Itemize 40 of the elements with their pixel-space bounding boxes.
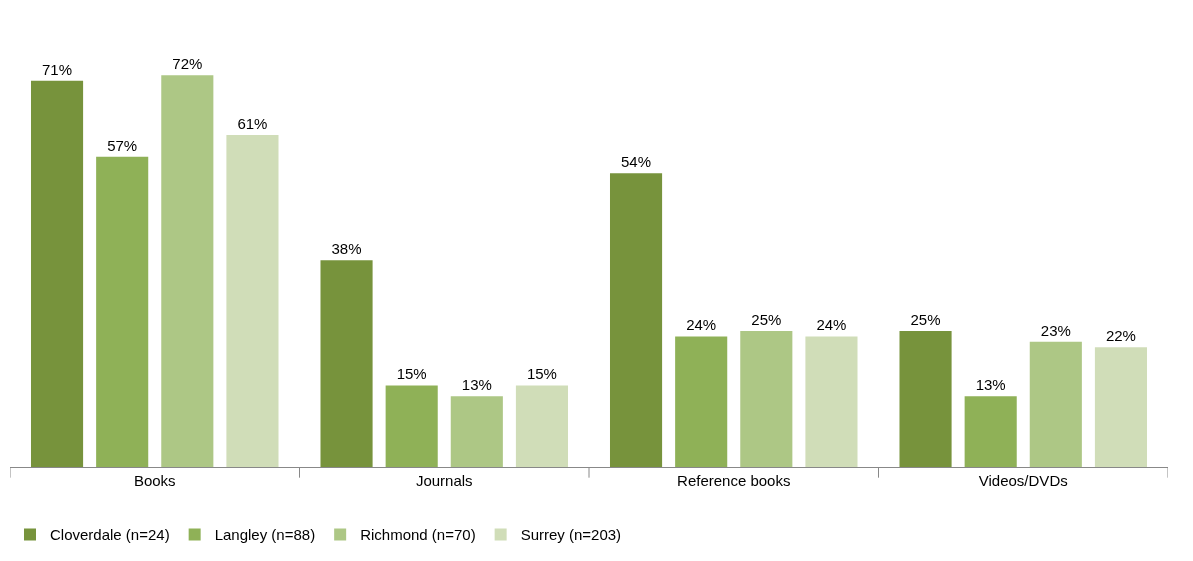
legend-label: Cloverdale (n=24) — [50, 526, 170, 544]
data-label: 15% — [526, 365, 557, 383]
data-label: 72% — [172, 55, 203, 73]
bar — [964, 396, 1017, 467]
x-tick-label: Reference books — [677, 472, 791, 489]
data-label: 22% — [1105, 327, 1136, 345]
data-label: 15% — [396, 365, 427, 383]
x-tick-label: Books — [133, 472, 176, 489]
bar — [1094, 347, 1148, 467]
bar — [161, 75, 214, 467]
bar — [805, 336, 858, 467]
data-label: 61% — [237, 115, 268, 133]
bar — [96, 156, 149, 467]
legend-label: Langley (n=88) — [214, 526, 316, 544]
bar — [385, 385, 438, 467]
data-label: 57% — [107, 136, 138, 154]
x-tick-label: Videos/DVDs — [978, 472, 1068, 489]
data-label: 54% — [621, 153, 652, 171]
bar — [515, 385, 569, 467]
data-label: 25% — [910, 310, 941, 328]
bar — [740, 330, 793, 467]
bar — [1029, 341, 1082, 467]
bar — [226, 135, 279, 467]
bar — [30, 80, 84, 467]
data-label: 38% — [331, 240, 362, 258]
bar — [609, 173, 663, 467]
data-label: 25% — [751, 310, 782, 328]
bar — [320, 260, 373, 467]
bar — [450, 396, 503, 467]
data-label: 23% — [1040, 321, 1071, 339]
data-label: 24% — [816, 316, 847, 334]
legend-label: Richmond (n=70) — [360, 526, 476, 544]
bar — [899, 330, 952, 467]
bar — [675, 336, 728, 467]
legend-label: Surrey (n=203) — [520, 526, 622, 544]
data-label: 13% — [461, 376, 492, 394]
data-label: 13% — [975, 376, 1006, 394]
data-label: 71% — [42, 60, 73, 78]
data-label: 24% — [686, 316, 717, 334]
x-tick-label: Journals — [415, 472, 473, 489]
